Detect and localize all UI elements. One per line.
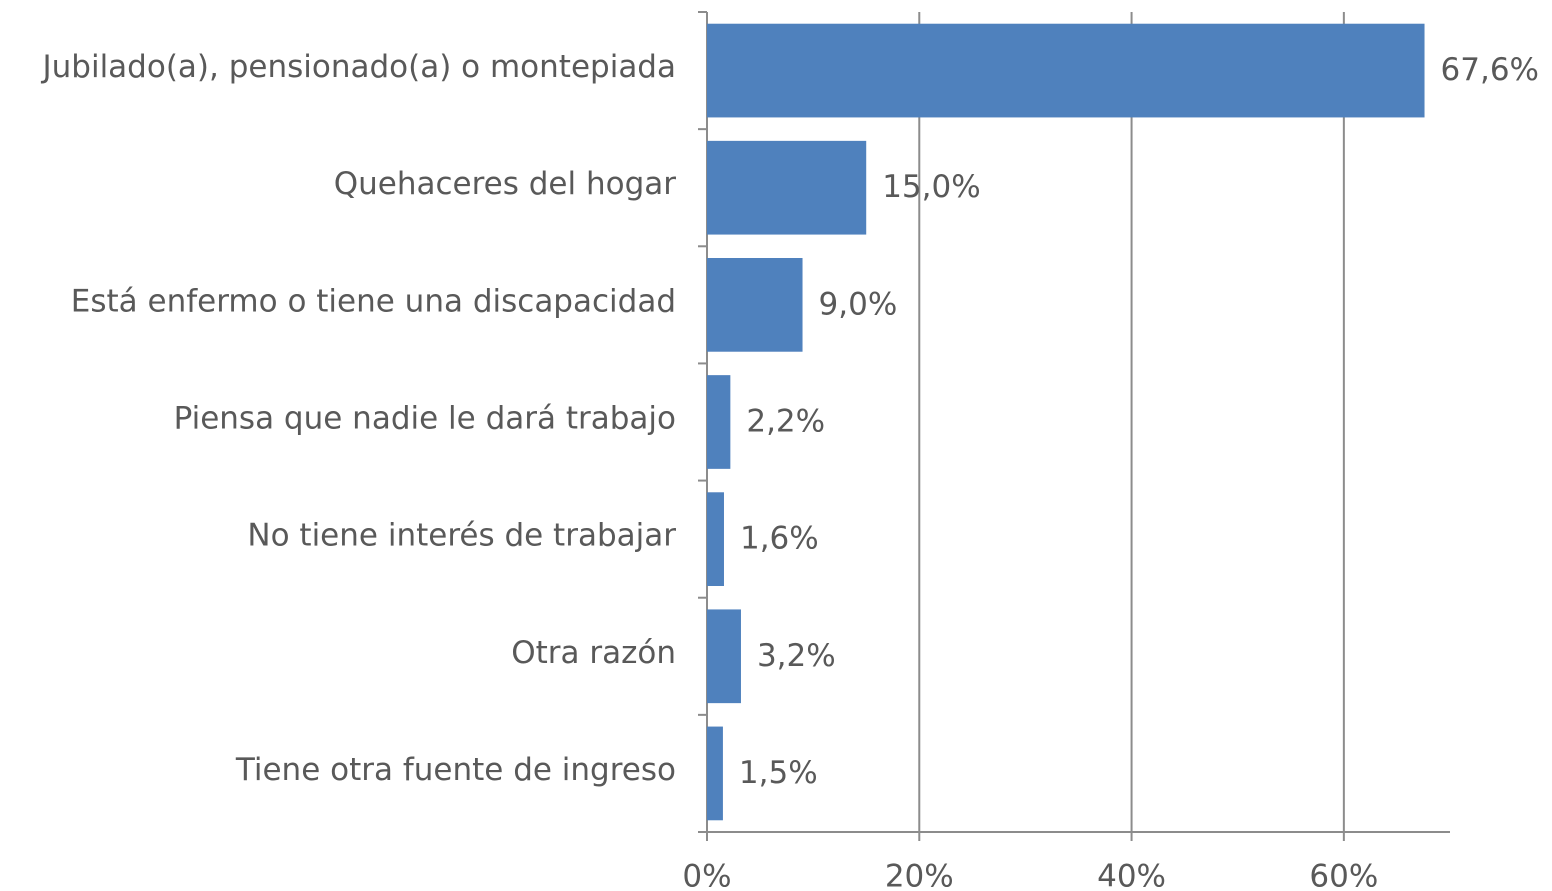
y-tick-label: Otra razón	[511, 635, 676, 671]
bar	[707, 375, 731, 469]
bar	[707, 140, 867, 235]
bar	[707, 609, 741, 704]
data-label: 1,6%	[740, 521, 819, 557]
data-label: 3,2%	[757, 638, 836, 674]
y-tick-label: Quehaceres del hogar	[334, 166, 677, 202]
data-label: 67,6%	[1441, 52, 1539, 88]
data-label: 2,2%	[746, 404, 825, 440]
bar	[707, 726, 723, 821]
x-tick-label: 20%	[885, 859, 954, 891]
bar	[707, 23, 1425, 118]
y-tick-label: Jubilado(a), pensionado(a) o montepiada	[40, 49, 676, 85]
bar	[707, 258, 803, 352]
y-tick-label: Piensa que nadie le dará trabajo	[174, 401, 676, 437]
x-tick-label: 0%	[682, 859, 731, 891]
x-tick-label: 40%	[1097, 859, 1166, 891]
y-tick-label: No tiene interés de trabajar	[247, 518, 676, 554]
bar	[707, 492, 724, 586]
x-tick-label: 60%	[1309, 859, 1378, 891]
data-label: 15,0%	[882, 169, 980, 205]
data-label: 9,0%	[819, 286, 898, 322]
y-tick-label: Tiene otra fuente de ingreso	[235, 752, 676, 788]
data-label: 1,5%	[739, 755, 818, 791]
y-tick-label: Está enfermo o tiene una discapacidad	[71, 283, 676, 319]
